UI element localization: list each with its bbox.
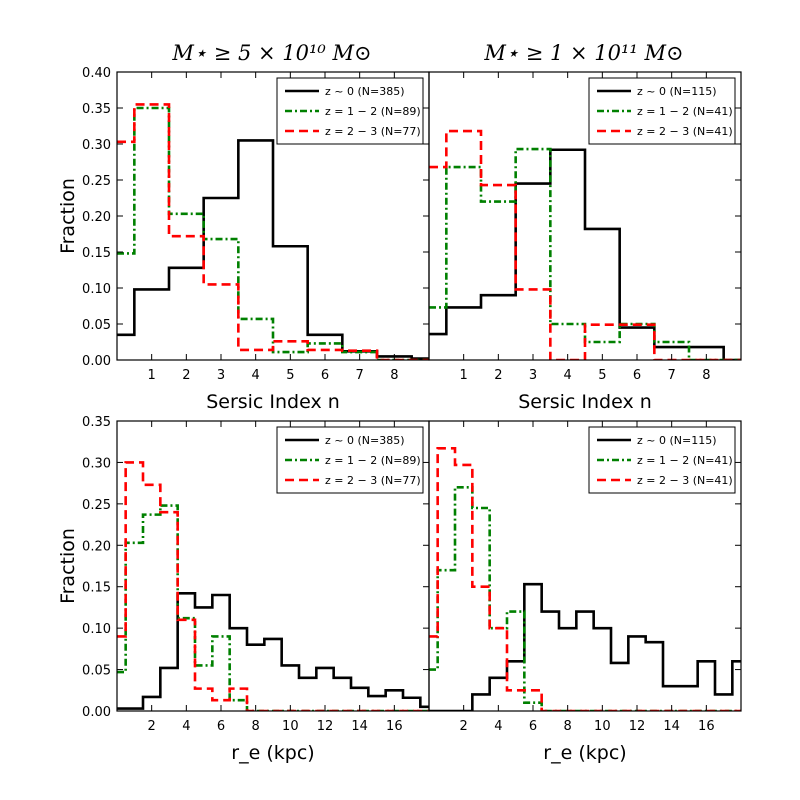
panel-bottom-right-legend-label-0: z ~ 0 (N=115) <box>637 434 717 447</box>
column-title-right: M⋆ ≥ 1 × 10¹¹ M⊙ <box>483 41 683 65</box>
panel-bottom-left-ytick-label: 0.05 <box>82 664 111 679</box>
panel-bottom-right-series-0 <box>429 582 741 711</box>
panel-bottom-right-xtick-label: 6 <box>529 719 537 734</box>
panel-bottom-right-series-2 <box>429 447 741 711</box>
panel-bottom-right-xtick-label: 4 <box>494 719 502 734</box>
panel-top-right-legend: z ~ 0 (N=115) z = 1 − 2 (N=41) z = 2 − 3 (… <box>588 77 736 145</box>
panel-bottom-left-ytick-label: 0.35 <box>82 415 111 430</box>
panel-top-left-ytick-label: 0.15 <box>82 246 111 261</box>
panel-bottom-right-series-1 <box>429 485 741 711</box>
panel-top-left-xlabel: Sersic Index n <box>206 391 340 413</box>
panel-bottom-right-legend: z ~ 0 (N=115) z = 1 − 2 (N=41) z = 2 − 3 (… <box>588 426 736 494</box>
panel-top-right-series-2 <box>429 129 741 360</box>
panel-top-right-xtick-label: 2 <box>494 368 502 383</box>
panel-bottom-left-xtick-label: 2 <box>148 719 156 734</box>
panel-top-left-series-2 <box>117 103 429 360</box>
panel-bottom-left-ytick-label: 0.25 <box>82 498 111 513</box>
panel-top-left-ytick-label: 0.30 <box>82 138 111 153</box>
panel-top-right-xtick-label: 1 <box>460 368 468 383</box>
panel-top-right-legend-label-1: z = 1 − 2 (N=41) <box>637 105 733 118</box>
panel-top-left-xtick-label: 8 <box>390 368 398 383</box>
panel-bottom-right-xtick-label: 12 <box>629 719 646 734</box>
panel-bottom-right-legend-label-2: z = 2 − 3 (N=41) <box>637 474 733 487</box>
panel-bottom-left-series-1 <box>117 504 429 711</box>
panel-top-right-legend-label-0: z ~ 0 (N=115) <box>637 85 717 98</box>
panel-bottom-right-xlabel: r_e (kpc) <box>543 742 626 764</box>
panel-top-left-xtick-label: 5 <box>286 368 294 383</box>
panel-bottom-left-series-0 <box>117 592 429 710</box>
panel-top-left-ylabel: Fraction <box>57 178 79 254</box>
panel-bottom-right-xtick-label: 10 <box>594 719 611 734</box>
panel-bottom-left-legend-label-0: z ~ 0 (N=385) <box>325 434 405 447</box>
panel-bottom-left-xtick-label: 16 <box>386 719 403 734</box>
panel-bottom-left-legend: z ~ 0 (N=385) z = 1 − 2 (N=89) z = 2 − 3 (… <box>276 426 424 494</box>
panel-top-left-ytick-label: 0.20 <box>82 210 111 225</box>
panel-top-left-xtick-label: 2 <box>182 368 190 383</box>
panel-top-left-legend-label-0: z ~ 0 (N=385) <box>325 85 405 98</box>
panel-top-right-xtick-label: 8 <box>702 368 710 383</box>
panel-bottom-left-xtick-label: 14 <box>351 719 368 734</box>
panel-bottom-right-xtick-label: 16 <box>698 719 715 734</box>
panel-top-right-xtick-label: 6 <box>633 368 641 383</box>
panel-top-left-legend-label-2: z = 2 − 3 (N=77) <box>325 125 421 138</box>
panel-bottom-left-xtick-label: 12 <box>317 719 334 734</box>
panel-bottom-left-ytick-label: 0.15 <box>82 581 111 596</box>
panel-bottom-left-ytick-label: 0.20 <box>82 539 111 554</box>
panel-top-left-series-0 <box>117 139 429 360</box>
panel-top-right-xtick-label: 3 <box>529 368 537 383</box>
panel-top-right-xlabel: Sersic Index n <box>518 391 652 413</box>
panel-top-right-xtick-label: 7 <box>668 368 676 383</box>
panel-top-right: 1 2 3 4 5 6 7 8 Sersic Index n z ~ 0 (N=115) z = 1… <box>428 71 742 413</box>
panel-bottom-left-series-2 <box>117 461 429 711</box>
panel-bottom-right-frame <box>428 420 742 712</box>
panel-top-left-ytick-label: 0.00 <box>82 354 111 369</box>
panel-bottom-left-ylabel: Fraction <box>57 528 79 604</box>
panel-top-left-ytick-label: 0.05 <box>82 318 111 333</box>
panel-top-left-ytick-label: 0.40 <box>82 66 111 81</box>
panel-bottom-left-ytick-label: 0.30 <box>82 456 111 471</box>
panel-bottom-left-xtick-label: 6 <box>217 719 225 734</box>
panel-top-right-xtick-label: 5 <box>598 368 606 383</box>
panel-bottom-left: 2 4 6 8 10 12 14 16 0.00 0.05 0.10 0.15 0.20 0.25 0.30… <box>57 415 430 764</box>
panel-bottom-left-xtick-label: 4 <box>182 719 190 734</box>
panel-top-left: 1 2 3 4 5 6 7 8 0.00 0.05 0.10 0.15 0.20 0.25 0.30 0.35… <box>57 66 430 413</box>
panel-bottom-right-xtick-label: 8 <box>564 719 572 734</box>
panel-bottom-right: 2 4 6 8 10 12 14 16 r_e (kpc) z ~ 0 (N=115) z = 1 … <box>428 420 742 764</box>
panel-bottom-left-xtick-label: 10 <box>282 719 299 734</box>
panel-bottom-left-legend-label-1: z = 1 − 2 (N=89) <box>325 454 421 467</box>
panel-top-left-xtick-label: 3 <box>217 368 225 383</box>
panel-top-left-xtick-label: 4 <box>252 368 260 383</box>
panel-top-left-legend: z ~ 0 (N=385) z = 1 − 2 (N=89) z = 2 − 3 (… <box>276 77 424 145</box>
panels: 1 2 3 4 5 6 7 80.000.050.100.150.200.250.300.35… <box>57 66 742 764</box>
panel-bottom-left-ytick-label: 0.10 <box>82 622 111 637</box>
panel-top-right-legend-label-2: z = 2 − 3 (N=41) <box>637 125 733 138</box>
panel-bottom-right-xtick-label: 14 <box>663 719 680 734</box>
panel-bottom-left-xtick-label: 8 <box>252 719 260 734</box>
column-title-left: M⋆ ≥ 5 × 10¹⁰ M⊙ <box>171 41 371 65</box>
panel-top-left-ytick-label: 0.10 <box>82 282 111 297</box>
panel-top-left-xtick-label: 7 <box>356 368 364 383</box>
panel-bottom-right-legend-label-1: z = 1 − 2 (N=41) <box>637 454 733 467</box>
panel-bottom-left-ytick-label: 0.00 <box>82 705 111 720</box>
panel-top-left-legend-label-1: z = 1 − 2 (N=89) <box>325 105 421 118</box>
panel-top-left-ytick-label: 0.25 <box>82 174 111 189</box>
panel-bottom-right-xtick-label: 2 <box>460 719 468 734</box>
panel-top-left-xtick-label: 6 <box>321 368 329 383</box>
panel-top-left-xtick-label: 1 <box>148 368 156 383</box>
panel-top-left-ytick-label: 0.35 <box>82 102 111 117</box>
panel-top-right-xtick-label: 4 <box>564 368 572 383</box>
panel-bottom-left-legend-label-2: z = 2 − 3 (N=77) <box>325 474 421 487</box>
panel-bottom-left-xlabel: r_e (kpc) <box>231 742 314 764</box>
